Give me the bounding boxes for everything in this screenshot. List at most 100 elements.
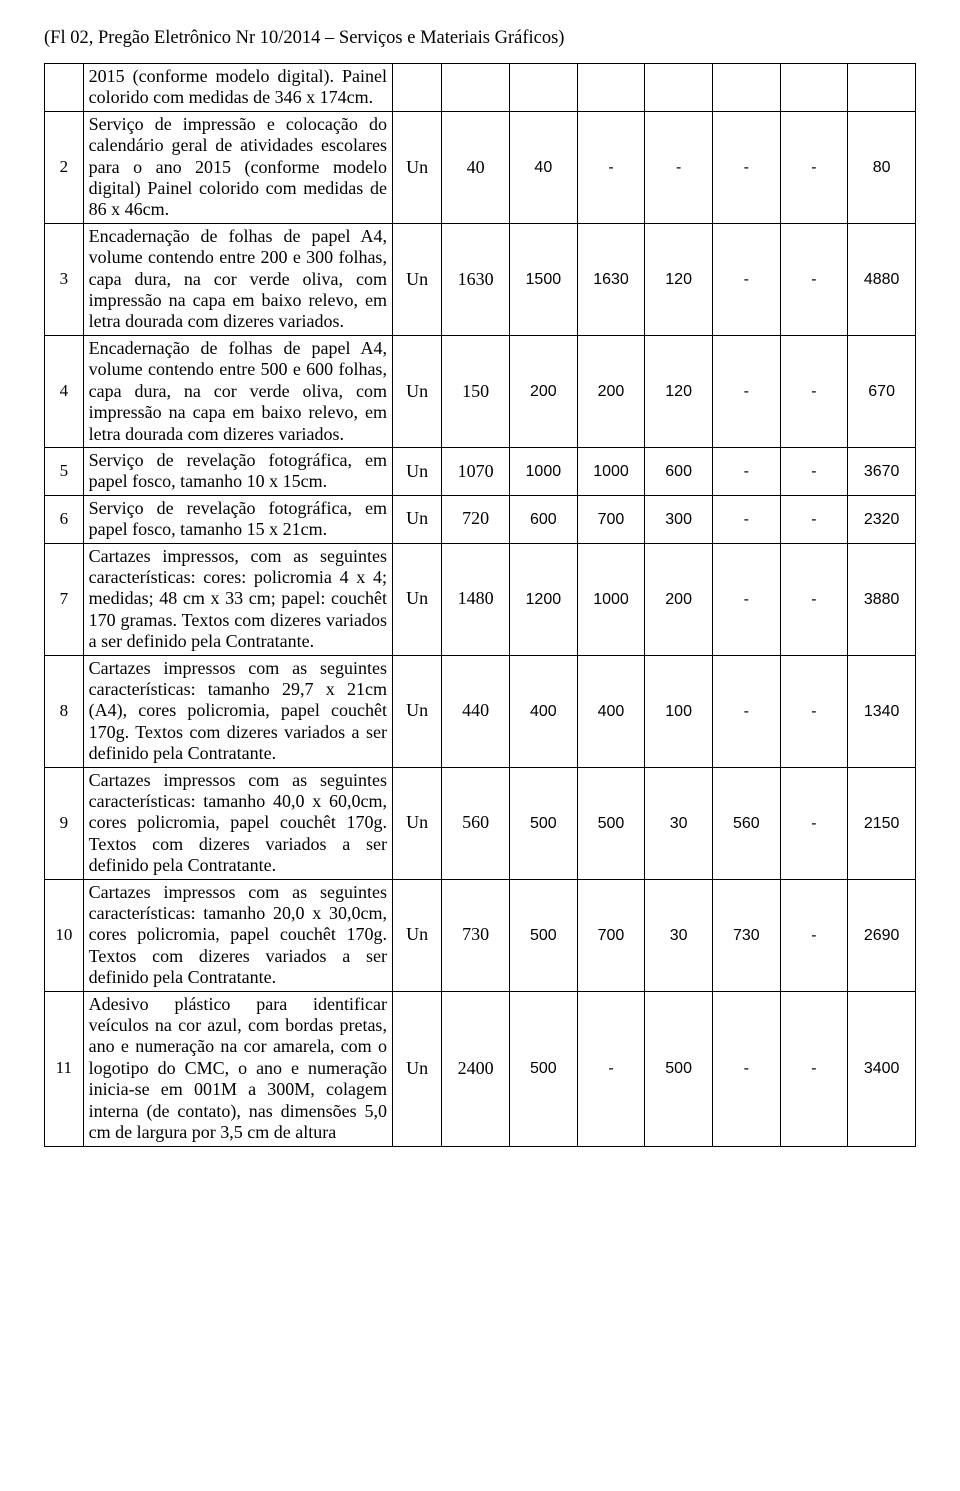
row-qty-6: - [780, 223, 848, 335]
row-qty-5: - [712, 447, 780, 495]
row-qty-1: 150 [442, 335, 510, 447]
row-qty-2 [510, 64, 578, 112]
row-qty-4 [645, 64, 713, 112]
row-qty-2: 600 [510, 495, 578, 543]
row-qty-5: 560 [712, 767, 780, 879]
row-qty-4: 120 [645, 335, 713, 447]
row-qty-1: 440 [442, 655, 510, 767]
row-total: 4880 [848, 223, 916, 335]
row-description: Encadernação de folhas de papel A4, volu… [83, 335, 392, 447]
row-index: 9 [45, 767, 84, 879]
row-description: Serviço de revelação fotográfica, em pap… [83, 495, 392, 543]
row-qty-4: - [645, 111, 713, 223]
row-qty-2: 1000 [510, 447, 578, 495]
row-description: 2015 (conforme modelo digital). Painel c… [83, 64, 392, 112]
row-qty-5: - [712, 335, 780, 447]
row-qty-6: - [780, 879, 848, 991]
row-qty-3: 200 [577, 335, 645, 447]
row-qty-1: 560 [442, 767, 510, 879]
row-qty-5: - [712, 495, 780, 543]
row-unit: Un [392, 991, 441, 1146]
row-unit [392, 64, 441, 112]
row-index: 2 [45, 111, 84, 223]
row-qty-3: 700 [577, 495, 645, 543]
row-qty-1: 1480 [442, 543, 510, 655]
row-qty-4: 200 [645, 543, 713, 655]
row-unit: Un [392, 879, 441, 991]
row-description: Cartazes impressos, com as seguintes car… [83, 543, 392, 655]
row-qty-5 [712, 64, 780, 112]
row-index [45, 64, 84, 112]
row-qty-2: 40 [510, 111, 578, 223]
row-qty-2: 400 [510, 655, 578, 767]
row-qty-3: 1000 [577, 447, 645, 495]
row-qty-6: - [780, 991, 848, 1146]
row-qty-6: - [780, 655, 848, 767]
table-row: 7Cartazes impressos, com as seguintes ca… [45, 543, 916, 655]
table-row: 2015 (conforme modelo digital). Painel c… [45, 64, 916, 112]
row-index: 11 [45, 991, 84, 1146]
row-index: 8 [45, 655, 84, 767]
row-qty-1: 1070 [442, 447, 510, 495]
row-qty-6: - [780, 111, 848, 223]
row-qty-5: 730 [712, 879, 780, 991]
row-description: Cartazes impressos com as seguintes cara… [83, 655, 392, 767]
row-qty-6: - [780, 543, 848, 655]
page-header: (Fl 02, Pregão Eletrônico Nr 10/2014 – S… [44, 28, 916, 49]
row-qty-3: 500 [577, 767, 645, 879]
row-unit: Un [392, 223, 441, 335]
row-description: Cartazes impressos com as seguintes cara… [83, 767, 392, 879]
row-qty-1: 40 [442, 111, 510, 223]
row-qty-2: 500 [510, 879, 578, 991]
row-qty-4: 500 [645, 991, 713, 1146]
table-row: 10Cartazes impressos com as seguintes ca… [45, 879, 916, 991]
row-qty-1: 730 [442, 879, 510, 991]
row-qty-4: 30 [645, 767, 713, 879]
row-qty-5: - [712, 655, 780, 767]
row-unit: Un [392, 655, 441, 767]
row-total: 2690 [848, 879, 916, 991]
row-description: Serviço de revelação fotográfica, em pap… [83, 447, 392, 495]
row-total: 80 [848, 111, 916, 223]
row-index: 10 [45, 879, 84, 991]
table-row: 2Serviço de impressão e colocação do cal… [45, 111, 916, 223]
row-total: 670 [848, 335, 916, 447]
row-qty-2: 1200 [510, 543, 578, 655]
row-index: 3 [45, 223, 84, 335]
row-description: Encadernação de folhas de papel A4, volu… [83, 223, 392, 335]
row-qty-4: 30 [645, 879, 713, 991]
row-qty-6: - [780, 767, 848, 879]
row-qty-2: 500 [510, 767, 578, 879]
row-index: 6 [45, 495, 84, 543]
row-index: 5 [45, 447, 84, 495]
row-description: Cartazes impressos com as seguintes cara… [83, 879, 392, 991]
row-unit: Un [392, 111, 441, 223]
table-row: 5Serviço de revelação fotográfica, em pa… [45, 447, 916, 495]
row-qty-5: - [712, 543, 780, 655]
row-total: 1340 [848, 655, 916, 767]
row-unit: Un [392, 767, 441, 879]
table-row: 8Cartazes impressos com as seguintes car… [45, 655, 916, 767]
row-unit: Un [392, 543, 441, 655]
row-total: 2320 [848, 495, 916, 543]
row-unit: Un [392, 335, 441, 447]
row-qty-3: 1630 [577, 223, 645, 335]
row-index: 7 [45, 543, 84, 655]
row-qty-3: 400 [577, 655, 645, 767]
row-total: 3670 [848, 447, 916, 495]
row-qty-1: 1630 [442, 223, 510, 335]
row-qty-5: - [712, 111, 780, 223]
row-total [848, 64, 916, 112]
row-qty-1: 2400 [442, 991, 510, 1146]
spec-table: 2015 (conforme modelo digital). Painel c… [44, 63, 916, 1147]
spec-table-body: 2015 (conforme modelo digital). Painel c… [45, 64, 916, 1147]
row-unit: Un [392, 495, 441, 543]
row-qty-3: - [577, 991, 645, 1146]
row-qty-5: - [712, 223, 780, 335]
row-qty-4: 100 [645, 655, 713, 767]
table-row: 11Adesivo plástico para identificar veíc… [45, 991, 916, 1146]
row-qty-3: - [577, 111, 645, 223]
row-qty-2: 200 [510, 335, 578, 447]
row-total: 2150 [848, 767, 916, 879]
row-qty-3: 700 [577, 879, 645, 991]
